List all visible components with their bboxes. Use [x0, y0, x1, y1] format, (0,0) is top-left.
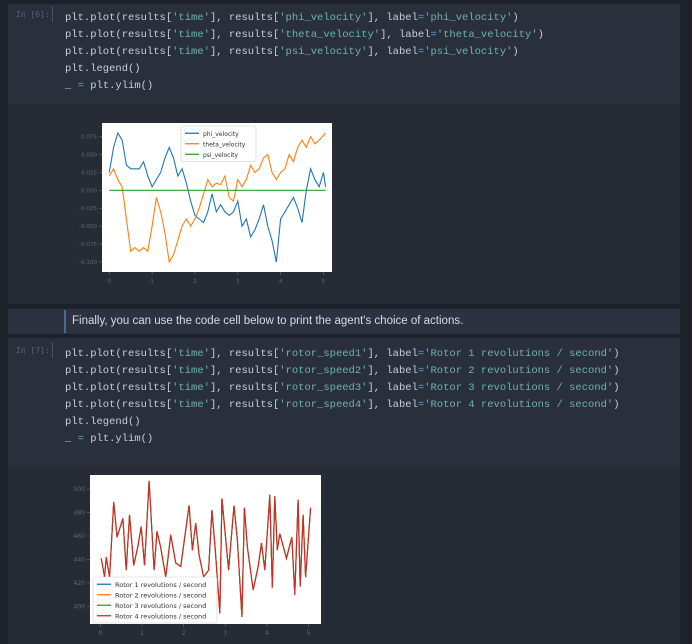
code-cell-2[interactable]: [8, 338, 680, 466]
legend-label: phi_velocity: [203, 131, 239, 138]
legend-label: Rotor 3 revolutions / second: [115, 602, 206, 610]
y-tick-label: 0.050: [81, 153, 97, 159]
markdown-selection-bar: [64, 310, 66, 333]
series-line-2: [108, 132, 326, 264]
y-tick-label: 0.000: [81, 188, 97, 194]
markdown-cell[interactable]: [8, 309, 680, 334]
y-tick-label: -0.050: [79, 224, 97, 230]
code-line: plt.legend(): [65, 63, 141, 75]
code-line: plt.plot(results['time'], results['psi_v…: [65, 46, 519, 58]
legend-label: Rotor 1 revolutions / second: [115, 581, 206, 589]
cell-2-code[interactable]: plt.plot(results['time'], results['rotor…: [65, 346, 620, 448]
x-tick-label: 3: [236, 279, 240, 285]
cell-1-prompt: In [6]:: [16, 10, 50, 19]
code-line: _ = plt.ylim(): [65, 80, 154, 92]
code-line: plt.plot(results['time'], results['rotor…: [65, 382, 620, 394]
y-tick-label: 440: [74, 556, 86, 563]
code-line: plt.legend(): [65, 416, 141, 428]
markdown-text: Finally, you can use the code cell below…: [72, 315, 464, 327]
legend-label: Rotor 2 revolutions / second: [115, 591, 206, 599]
y-tick-label: 0.025: [81, 170, 97, 176]
code-line: plt.plot(results['time'], results['rotor…: [65, 348, 620, 360]
x-tick-label: 4: [265, 630, 269, 637]
code-line: plt.plot(results['time'], results['theta…: [65, 29, 544, 41]
y-tick-label: 0.075: [81, 135, 97, 141]
cell-2-prompt: In [7]:: [16, 346, 50, 355]
code-cell-1[interactable]: [8, 4, 680, 104]
y-tick-label: -0.100: [79, 260, 97, 266]
legend: [180, 125, 257, 162]
y-tick-label: 460: [74, 533, 86, 540]
legend-label: psi_velocity: [203, 152, 239, 159]
x-tick-label: 5: [322, 279, 326, 285]
legend-label: Rotor 4 revolutions / second: [115, 612, 206, 620]
y-tick-label: -0.075: [79, 242, 97, 248]
cell-1-cursor-bar: [52, 6, 53, 22]
y-tick-label: 420: [74, 580, 86, 587]
code-line: plt.plot(results['time'], results['rotor…: [65, 399, 620, 411]
y-tick-label: 500: [74, 486, 86, 493]
y-tick-label: -0.025: [79, 206, 97, 212]
x-tick-label: 4: [279, 279, 283, 285]
code-line: plt.plot(results['time'], results['rotor…: [65, 365, 620, 377]
cell-1-code[interactable]: plt.plot(results['time'], results['phi_v…: [65, 10, 544, 95]
legend: [92, 576, 218, 624]
y-tick-label: 480: [74, 510, 86, 517]
code-line: plt.plot(results['time'], results['phi_v…: [65, 12, 519, 24]
x-tick-label: 1: [150, 279, 154, 285]
x-tick-label: 5: [307, 630, 311, 637]
series-line-4: [100, 480, 312, 617]
x-tick-label: 2: [182, 630, 186, 637]
series-line-1: [108, 131, 327, 263]
x-tick-label: 1: [140, 630, 144, 637]
legend-label: theta_velocity: [203, 141, 246, 148]
x-tick-label: 3: [223, 630, 227, 637]
x-tick-label: 2: [193, 279, 197, 285]
x-tick-label: 0: [98, 630, 102, 637]
code-line: _ = plt.ylim(): [65, 433, 154, 445]
y-tick-label: 400: [74, 603, 86, 610]
cell-2-cursor-bar: [52, 342, 53, 358]
x-tick-label: 0: [108, 279, 112, 285]
